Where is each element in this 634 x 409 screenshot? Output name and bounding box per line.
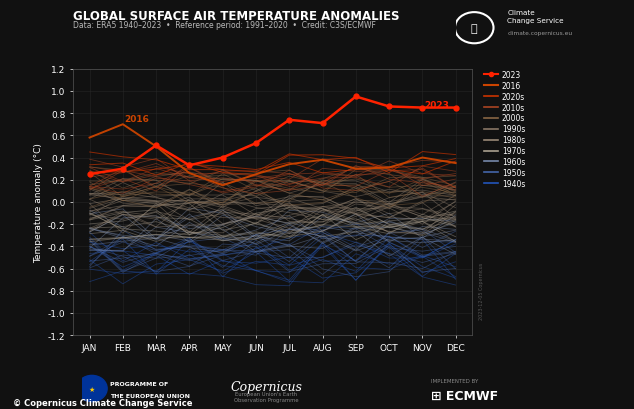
Text: 2023-12-05 Copernicus: 2023-12-05 Copernicus xyxy=(479,262,484,319)
Text: Copernicus: Copernicus xyxy=(230,380,302,393)
Text: Data: ERA5 1940–2023  •  Reference period: 1991–2020  •  Credit: C3S/ECMWF: Data: ERA5 1940–2023 • Reference period:… xyxy=(73,20,376,29)
Text: ⊞ ECMWF: ⊞ ECMWF xyxy=(431,389,498,402)
Text: European Union's Earth
Observation Programme: European Union's Earth Observation Progr… xyxy=(234,391,299,402)
Text: © Copernicus Climate Change Service: © Copernicus Climate Change Service xyxy=(13,398,192,407)
Text: GLOBAL SURFACE AIR TEMPERATURE ANOMALIES: GLOBAL SURFACE AIR TEMPERATURE ANOMALIES xyxy=(73,10,399,23)
Text: ★: ★ xyxy=(89,386,95,391)
Text: PROGRAMME OF: PROGRAMME OF xyxy=(110,381,168,386)
Text: IMPLEMENTED BY: IMPLEMENTED BY xyxy=(431,378,479,383)
Text: THE EUROPEAN UNION: THE EUROPEAN UNION xyxy=(110,393,190,398)
Text: 2023: 2023 xyxy=(424,101,449,110)
Y-axis label: Temperature anomaly (°C): Temperature anomaly (°C) xyxy=(34,143,44,262)
Circle shape xyxy=(77,375,107,402)
Text: 2016: 2016 xyxy=(124,115,150,124)
Text: climate.copernicus.eu: climate.copernicus.eu xyxy=(507,31,573,36)
Text: Climate
Change Service: Climate Change Service xyxy=(507,10,564,24)
Legend: 2023, 2016, 2020s, 2010s, 2000s, 1990s, 1980s, 1970s, 1960s, 1950s, 1940s: 2023, 2016, 2020s, 2010s, 2000s, 1990s, … xyxy=(484,71,525,189)
Text: 🌡: 🌡 xyxy=(471,24,477,34)
